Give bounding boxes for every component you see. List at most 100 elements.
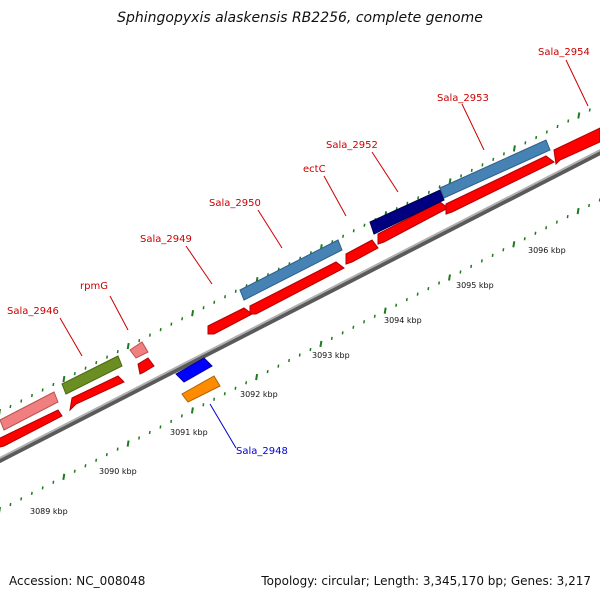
minor-tick [84,366,87,370]
gene-label-sala-2954[interactable]: Sala_2954 [538,47,590,58]
minor-tick [438,281,441,285]
minor-tick [181,317,184,321]
major-tick [577,112,581,119]
gene-feature-pink[interactable] [0,391,59,431]
gene-feature[interactable] [249,261,345,315]
minor-tick [556,124,559,129]
gene-feature-pink-small[interactable] [129,341,149,359]
minor-tick [566,214,569,219]
minor-tick [170,419,173,424]
minor-tick [395,303,398,307]
minor-tick [545,130,548,134]
minor-tick [460,174,463,178]
minor-tick [406,201,409,205]
gene-feature-olive[interactable] [61,355,123,395]
minor-tick [213,300,216,304]
minor-tick [298,353,301,357]
gene-feature[interactable] [137,357,155,375]
gene-label-sala-2948[interactable]: Sala_2948 [236,446,288,457]
gene-feature-steelblue[interactable] [439,139,551,199]
minor-tick [588,203,591,208]
gene-label-sala-2949[interactable]: Sala_2949 [140,234,192,245]
minor-tick [202,403,205,407]
minor-tick [138,436,141,440]
forward-features [0,127,600,448]
minor-tick [20,497,23,501]
gene-label-ectc[interactable]: ectC [303,164,326,175]
major-tick [126,440,130,447]
gene-label-sala-2950[interactable]: Sala_2950 [209,198,261,209]
minor-tick [502,152,505,156]
gene-feature[interactable] [553,127,600,166]
genome-backbone [0,150,600,464]
gene-feature[interactable] [69,375,125,412]
scale-ticks-inner [0,198,600,514]
gene-feature[interactable] [0,409,63,448]
major-tick [512,241,516,248]
scale-label: 3093 kbp [312,351,350,360]
minor-tick [492,157,495,162]
minor-tick [470,168,473,173]
minor-tick [470,264,473,269]
gene-feature-blue[interactable] [175,357,213,383]
minor-tick [105,452,108,457]
scale-label: 3096 kbp [528,246,566,255]
gene-feature[interactable] [445,155,555,215]
minor-tick [245,381,248,385]
gene-feature-orange[interactable] [181,375,221,403]
minor-tick [116,447,119,451]
minor-tick [266,369,269,374]
minor-tick [373,314,376,318]
gene-label-sala-2952[interactable]: Sala_2952 [326,140,378,151]
minor-tick [535,135,538,140]
minor-tick [234,386,237,390]
major-tick [190,407,194,414]
feature-ticks-outer [0,108,591,416]
minor-tick [180,414,183,418]
minor-tick [170,322,173,326]
gene-label-rpmg[interactable]: rpmG [80,281,108,292]
minor-tick [459,270,462,274]
minor-tick [73,371,76,376]
reverse-features [175,357,221,403]
minor-tick [148,430,151,435]
major-tick [576,207,580,215]
major-tick [191,310,195,317]
major-tick [62,375,66,383]
minor-tick [41,388,44,392]
minor-tick [159,425,162,429]
scale-labels: 3089 kbp 3090 kbp 3091 kbp 3092 kbp 3093… [30,246,566,516]
minor-tick [352,229,355,233]
gene-feature-steelblue[interactable] [239,239,343,301]
gene-feature[interactable] [345,239,379,265]
minor-tick [202,306,205,310]
scale-label: 3094 kbp [384,316,422,325]
minor-tick [213,397,216,401]
genome-backbone-highlight [0,149,600,459]
minor-tick [341,331,344,335]
minor-tick [223,392,226,396]
scale-label: 3091 kbp [170,428,208,437]
minor-tick [363,320,366,324]
minor-tick [95,458,98,462]
gene-feature[interactable] [207,307,253,335]
minor-tick [491,253,494,258]
map-title: Sphingopyxis alaskensis RB2256, complete… [117,10,483,26]
minor-tick [330,336,333,341]
minor-tick [523,237,526,241]
minor-tick [224,295,227,299]
minor-tick [524,141,527,145]
gene-label-sala-2953[interactable]: Sala_2953 [437,93,489,104]
scale-label: 3090 kbp [99,467,137,476]
minor-tick [52,382,55,387]
gene-feature-navy[interactable] [369,189,445,235]
major-tick [512,145,516,152]
accession-text: Accession: NC_008048 [9,574,146,588]
minor-tick [481,163,484,167]
minor-tick [309,347,312,352]
minor-tick [138,338,141,343]
gene-label-sala-2946[interactable]: Sala_2946 [7,306,59,317]
minor-tick [545,226,548,230]
minor-tick [352,325,355,329]
